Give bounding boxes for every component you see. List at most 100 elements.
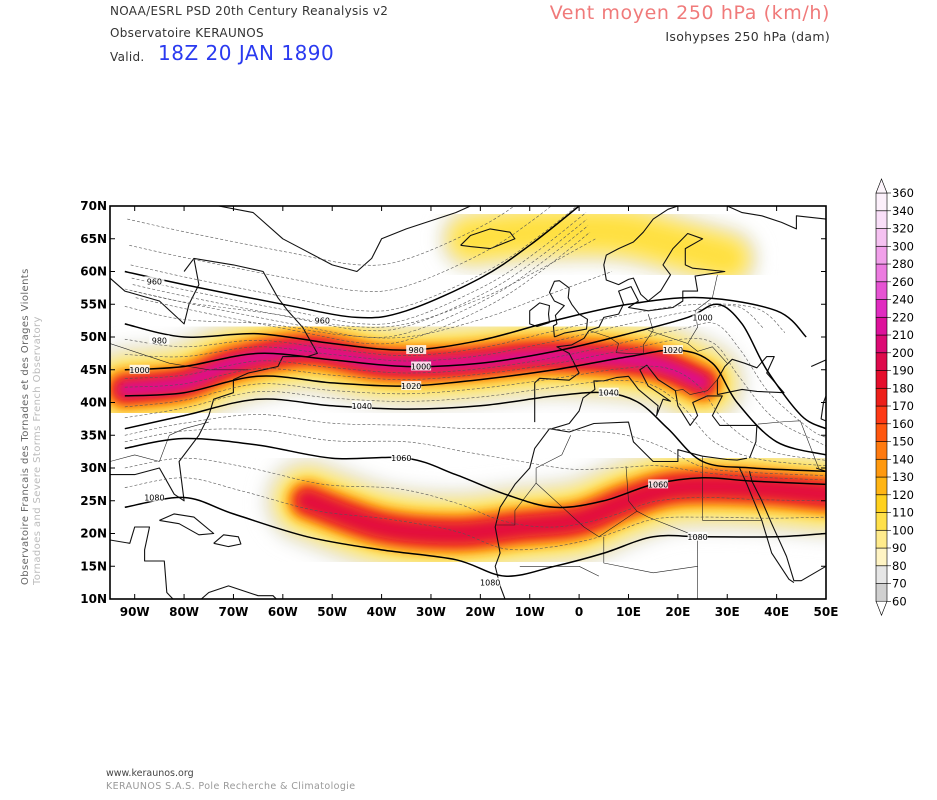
- isohypse-intermediate: [127, 206, 515, 266]
- colorbar-label-260: 260: [892, 275, 914, 289]
- colorbar-swatch: [875, 316, 888, 336]
- isohypse-intermediate: [124, 338, 826, 447]
- jet-0-band-0: [110, 306, 747, 434]
- lat-label-45N: 45N: [80, 363, 107, 377]
- colorbar-swatch: [875, 263, 888, 283]
- hudson-bay: [110, 258, 200, 325]
- lat-label-30N: 30N: [80, 461, 107, 475]
- persian-gulf: [815, 467, 826, 492]
- hispaniola: [213, 534, 242, 548]
- lon-label-50E: 50E: [814, 605, 839, 619]
- longitude-axis: 90W 80W 70W 60W 50W 40W 30W 20W 10W 0 10E 20E 30E 40E…: [120, 206, 839, 619]
- north-america-coast: [110, 257, 318, 502]
- isohypse-contours: [124, 206, 826, 577]
- colorbar-swatch: [875, 441, 888, 460]
- jet-1-band-5: [297, 476, 826, 544]
- great-britain: [548, 280, 589, 338]
- isohypse-label: 1020: [663, 346, 683, 355]
- jet-1-band-2: [279, 458, 826, 562]
- arabia: [748, 471, 826, 582]
- isohypse-960: [124, 206, 580, 319]
- jet-2-band-2: [451, 211, 747, 278]
- coastlines: [110, 206, 826, 599]
- border-4: [625, 465, 638, 512]
- colorbar-swatch: [875, 192, 888, 212]
- lon-label-10E: 10E: [616, 605, 641, 619]
- jet-1-band-3: [286, 465, 826, 555]
- side-caption: Observatoire Francais des Tornades et de…: [20, 268, 43, 585]
- lon-label-50W: 50W: [317, 605, 347, 619]
- isohypse-intermediate: [124, 380, 826, 467]
- jet-0-band-1: [110, 315, 738, 425]
- isohypse-intermediate: [124, 271, 613, 339]
- lat-label-60N: 60N: [80, 265, 107, 279]
- isohypse-label-bg: [648, 479, 669, 489]
- border-1: [110, 421, 209, 462]
- iberia: [534, 330, 590, 423]
- colorbar-label-190: 190: [892, 364, 914, 378]
- gulf-coast-mexico: [110, 500, 174, 599]
- border-12: [757, 420, 819, 469]
- colorbar-swatch: [875, 565, 888, 584]
- isohypse-intermediate: [124, 457, 826, 528]
- isohypse-intermediate: [124, 322, 826, 438]
- isohypse-intermediate: [124, 238, 596, 328]
- isohypse-980: [124, 296, 807, 351]
- lat-label-15N: 15N: [80, 559, 107, 573]
- colorbar-label-80: 80: [892, 559, 907, 573]
- border-8: [588, 314, 654, 354]
- source-line-1: NOAA/ESRL PSD 20th Century Reanalysis v2: [110, 4, 389, 18]
- africa-west: [494, 428, 550, 599]
- colorbar-label-180: 180: [892, 381, 914, 395]
- colorbar-swatch: [875, 352, 888, 371]
- footer-url: www.keraunos.org: [106, 768, 194, 779]
- colorbar-label-150: 150: [892, 435, 914, 449]
- isohypse-label-bg: [391, 453, 412, 463]
- colorbar-label-160: 160: [892, 417, 914, 431]
- isohypse-label: 1060: [391, 454, 411, 463]
- north-sea-coast: [588, 206, 726, 331]
- colorbar-swatch: [875, 370, 888, 389]
- jet-0-band-5: [114, 340, 713, 400]
- isohypse-label: 980: [409, 346, 424, 355]
- jet-1-band-0: [263, 442, 826, 578]
- isohypse-label-bg: [312, 315, 333, 325]
- border-11: [687, 343, 728, 364]
- isohypse-1080: [124, 496, 826, 577]
- isohypse-label: 1040: [352, 402, 372, 411]
- map-background: [110, 206, 826, 599]
- footer-org: KERAUNOS S.A.S. Pole Recherche & Climato…: [106, 781, 356, 792]
- border-2: [495, 482, 698, 599]
- lon-label-40E: 40E: [764, 605, 789, 619]
- isohypse-label-bg: [480, 577, 501, 587]
- isohypse-label-bg: [687, 531, 708, 541]
- isohypse-label-bg: [406, 345, 427, 355]
- isohypse-label: 1000: [692, 313, 712, 322]
- isohypse-label: 1000: [411, 363, 431, 372]
- plot-area: 960 960 980 980 1000 1000 1000 1020 1020 1040 1040…: [110, 206, 826, 599]
- ireland: [529, 302, 551, 328]
- isohypse-1040: [124, 391, 826, 473]
- isohypse-intermediate: [132, 218, 588, 332]
- latitude-axis: 70N 65N 60N 55N 50N 45N 40N 35N 30N 25N 20N 15N 10N: [80, 199, 826, 606]
- colorbar-label-90: 90: [892, 541, 907, 555]
- colorbar: 60 70 80 90 100 110 120 130 140 150 160 170 180 190 20…: [875, 178, 914, 617]
- jet-0-band-2: [110, 322, 731, 418]
- lat-label-55N: 55N: [80, 297, 107, 311]
- colorbar-label-240: 240: [892, 293, 914, 307]
- jet-1-band-1: [272, 451, 826, 569]
- colorbar-label-120: 120: [892, 488, 914, 502]
- colorbar-bottom-arrow: [875, 600, 888, 617]
- isohypse-label: 1000: [129, 366, 149, 375]
- caspian: [810, 359, 826, 422]
- isohypse-1020: [124, 349, 826, 456]
- border-0: [110, 343, 249, 371]
- isohypse-label: 1060: [648, 480, 668, 489]
- isohypse-1060: [124, 437, 826, 509]
- map-title: Vent moyen 250 hPa (km/h): [549, 2, 830, 24]
- colorbar-label-210: 210: [892, 328, 914, 342]
- border-3: [535, 435, 571, 484]
- isohypse-label: 1020: [401, 382, 421, 391]
- isohypse-intermediate: [135, 231, 591, 345]
- lon-label-30E: 30E: [715, 605, 740, 619]
